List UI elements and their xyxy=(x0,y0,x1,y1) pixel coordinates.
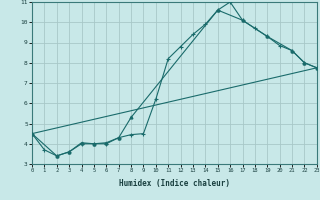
X-axis label: Humidex (Indice chaleur): Humidex (Indice chaleur) xyxy=(119,179,230,188)
